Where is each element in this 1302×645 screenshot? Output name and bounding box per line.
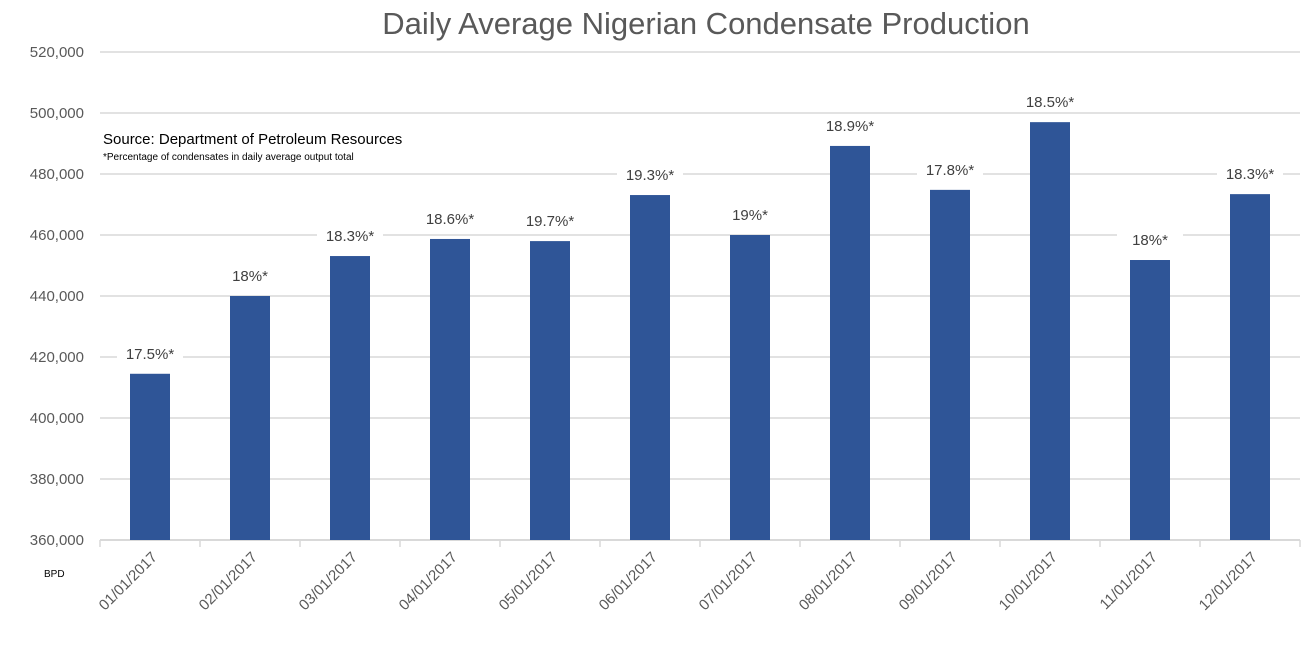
data-label-background [217, 265, 283, 285]
data-label: 18.9%* [826, 118, 875, 135]
data-label: 18.3%* [1226, 166, 1275, 183]
x-tick-label: 02/01/2017 [196, 549, 261, 614]
y-tick-label: 440,000 [30, 288, 84, 305]
data-label-background [1017, 91, 1083, 112]
data-label: 17.8%* [926, 162, 975, 179]
data-label-background [617, 164, 683, 185]
bar [230, 296, 270, 540]
x-tick-label: 03/01/2017 [296, 549, 361, 614]
y-tick-label: 420,000 [30, 349, 84, 366]
data-label: 18.6%* [426, 211, 475, 228]
x-tick-label: 09/01/2017 [896, 549, 961, 614]
x-tick-label: 05/01/2017 [496, 549, 561, 614]
bar [930, 189, 970, 541]
bars [130, 122, 1270, 541]
y-tick-label: 500,000 [30, 105, 84, 122]
data-label: 19.7%* [526, 213, 575, 230]
y-tick-label: 400,000 [30, 410, 84, 427]
data-label: 18%* [1132, 232, 1168, 249]
source-annotation: Source: Department of Petroleum Resource… [103, 131, 402, 148]
y-tick-label: 460,000 [30, 227, 84, 244]
bar [630, 195, 670, 541]
data-label-background [717, 204, 783, 224]
y-axis: 360,000 380,000 400,000 420,000 440,000 460,0… [30, 44, 84, 549]
x-tick-label: 01/01/2017 [96, 549, 161, 614]
bar [730, 235, 770, 540]
bar [830, 145, 870, 540]
gridlines [100, 51, 1300, 541]
data-label: 18.5%* [1026, 94, 1075, 111]
data-label-background [517, 210, 583, 231]
data-label: 17.5%* [126, 346, 175, 363]
bar [430, 238, 470, 540]
data-label: 19.3%* [626, 167, 675, 184]
footnote-annotation: *Percentage of condensates in daily aver… [103, 152, 354, 163]
bar [330, 256, 370, 540]
bar [1130, 260, 1170, 540]
chart-title: Daily Average Nigerian Condensate Produc… [382, 6, 1029, 41]
x-tick-label: 11/01/2017 [1097, 549, 1161, 613]
y-tick-label: 360,000 [30, 532, 84, 549]
bar [530, 241, 570, 540]
x-tick-label: 12/01/2017 [1196, 549, 1261, 614]
y-axis-unit-label: BPD [44, 569, 65, 580]
data-label-background [117, 342, 183, 363]
data-label-background [417, 207, 483, 228]
x-tick-label: 06/01/2017 [596, 549, 661, 614]
x-tick-label: 07/01/2017 [696, 549, 761, 614]
data-label-background [317, 225, 383, 246]
bar [1030, 122, 1070, 541]
data-label-background [1217, 163, 1283, 184]
data-label-background [917, 158, 983, 179]
x-tick-label: 04/01/2017 [396, 549, 461, 614]
y-tick-label: 520,000 [30, 44, 84, 61]
data-labels: 17.5%* 18%* 18.3%* 18.6%* 19.7%* 19.3%* 19%* 18… [117, 91, 1283, 363]
data-label-background [1117, 229, 1183, 250]
data-label: 18%* [232, 268, 268, 285]
x-axis: 01/01/2017 02/01/2017 03/01/2017 04/01/2017… [96, 540, 1301, 614]
bar [130, 373, 170, 540]
bar [1230, 194, 1270, 540]
data-label: 19%* [732, 207, 768, 224]
x-tick-label: 08/01/2017 [796, 549, 861, 614]
y-tick-label: 380,000 [30, 471, 84, 488]
x-tick-label: 10/01/2017 [996, 549, 1061, 614]
data-label-background [817, 114, 883, 135]
data-label: 18.3%* [326, 228, 375, 245]
y-tick-label: 480,000 [30, 166, 84, 183]
